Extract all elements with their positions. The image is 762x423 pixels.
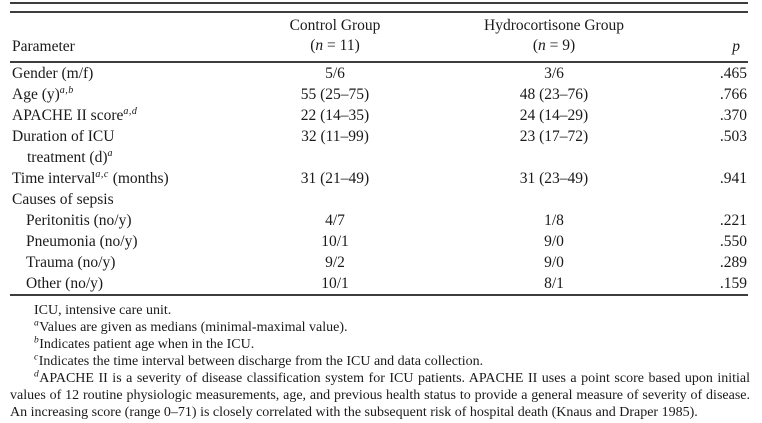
control-group-value-cell: 9/2 bbox=[325, 254, 345, 271]
table-header: Parameter Control Group (n = 11) Hydroco… bbox=[10, 13, 748, 63]
table-body: Gender (m/f) 5/6 3/6 .465 Age (y)a,b 55 … bbox=[10, 62, 748, 296]
control-group-value-cell: 4/7 bbox=[325, 212, 345, 229]
footnote-text: Indicates patient age when in the ICU. bbox=[39, 337, 255, 352]
footnote-marker: a bbox=[34, 318, 40, 329]
table-row: Duration of ICU treatment (d)a 32 (11–99)… bbox=[10, 126, 748, 168]
table-row: Age (y)a,b 55 (25–75) 48 (23–76) .766 bbox=[10, 84, 748, 105]
table-row: Time intervala,c (months) 31 (21–49) 31 … bbox=[10, 168, 748, 189]
parameter-cell: Gender (m/f) bbox=[12, 65, 94, 82]
p-value-cell: .766 bbox=[719, 86, 747, 103]
parameter-cell: APACHE II scorea,d bbox=[12, 105, 138, 124]
footnote-text: Indicates the time interval between disc… bbox=[38, 354, 484, 369]
hydrocortisone-group-value-cell: 9/0 bbox=[544, 254, 564, 271]
parameter-cell: Causes of sepsis bbox=[12, 191, 114, 208]
p-value-cell: .370 bbox=[719, 107, 747, 124]
abbreviation-note: ICU, intensive care unit. bbox=[34, 303, 172, 318]
p-value-cell: .465 bbox=[719, 65, 747, 82]
p-value-cell: .941 bbox=[719, 170, 747, 187]
hydrocortisone-group-value-cell: 3/6 bbox=[544, 65, 564, 82]
footnote: dAPACHE II is a severity of disease clas… bbox=[10, 370, 750, 421]
hydrocortisone-group-value-cell: 31 (23–49) bbox=[519, 170, 589, 187]
control-group-value-cell: 22 (14–35) bbox=[300, 107, 370, 124]
p-header-label: p bbox=[732, 38, 740, 55]
parameter-cell: Trauma (no/y) bbox=[26, 254, 116, 271]
parameter-second-line: treatment (d)a bbox=[27, 147, 113, 166]
footnote-marker: d bbox=[34, 369, 40, 380]
p-value-cell: .550 bbox=[719, 233, 747, 250]
p-value-cell: .503 bbox=[719, 128, 747, 145]
column-header-control-group: Control Group (n = 11) bbox=[230, 13, 440, 63]
table-row: Causes of sepsis bbox=[10, 189, 748, 210]
hydrocortisone-group-value-cell: 48 (23–76) bbox=[519, 86, 589, 103]
p-value-cell: .221 bbox=[719, 212, 747, 229]
table-row: Trauma (no/y) 9/2 9/0 .289 bbox=[10, 252, 748, 273]
header-row: Parameter Control Group (n = 11) Hydroco… bbox=[10, 13, 748, 63]
table-row: APACHE II scorea,d 22 (14–35) 24 (14–29)… bbox=[10, 105, 748, 126]
control-group-value-cell bbox=[230, 189, 440, 210]
control-group-value-cell: 5/6 bbox=[325, 65, 345, 82]
table-row: Pneumonia (no/y) 10/1 9/0 .550 bbox=[10, 231, 748, 252]
parameter-cell: Time intervala,c (months) bbox=[12, 168, 169, 187]
footnote-marker: c bbox=[34, 352, 39, 363]
parameter-cell: Age (y)a,b bbox=[12, 84, 74, 103]
p-value-cell: .289 bbox=[719, 254, 747, 271]
footnote-text: Values are given as medians (minimal-max… bbox=[39, 320, 348, 335]
hydrocortisone-group-value-cell: 1/8 bbox=[544, 212, 564, 229]
hydrocortisone-group-value-cell: 24 (14–29) bbox=[519, 107, 589, 124]
parameter-header-label: Parameter bbox=[12, 38, 75, 55]
hydrocortisone-group-value-cell: 9/0 bbox=[544, 233, 564, 250]
table-row: Other (no/y) 10/1 8/1 .159 bbox=[10, 273, 748, 296]
n-symbol: n bbox=[315, 37, 324, 54]
table-top-rule-inner bbox=[10, 11, 748, 13]
control-group-value-cell: 31 (21–49) bbox=[300, 170, 370, 187]
table-top-rule-outer bbox=[10, 2, 748, 4]
control-group-value-cell: 10/1 bbox=[321, 233, 349, 250]
parameter-cell: Pneumonia (no/y) bbox=[26, 233, 138, 250]
hydrocortisone-group-value-cell bbox=[440, 189, 668, 210]
control-group-value-cell: 55 (25–75) bbox=[300, 86, 370, 103]
column-header-parameter: Parameter bbox=[10, 13, 230, 63]
p-value-cell bbox=[668, 189, 748, 210]
n-symbol: n bbox=[538, 37, 546, 54]
top-rule-gap bbox=[10, 4, 748, 11]
control-group-title: Control Group bbox=[289, 17, 381, 34]
control-group-value-cell: 10/1 bbox=[230, 273, 440, 296]
p-value-cell: .159 bbox=[668, 273, 748, 296]
footnote-marker: b bbox=[34, 335, 40, 346]
table-row: Gender (m/f) 5/6 3/6 .465 bbox=[10, 62, 748, 84]
hydrocortisone-group-value-cell: 23 (17–72) bbox=[519, 128, 589, 145]
table-footnotes: ICU, intensive care unit. aValues are gi… bbox=[10, 302, 750, 421]
footnote: cIndicates the time interval between dis… bbox=[10, 353, 750, 370]
hydrocortisone-group-title: Hydrocortisone Group bbox=[484, 17, 624, 34]
control-group-n: (n = 11) bbox=[310, 37, 360, 54]
parameter-cell: Other (no/y) bbox=[10, 273, 230, 296]
table-row: Peritonitis (no/y) 4/7 1/8 .221 bbox=[10, 210, 748, 231]
column-header-p-value: p bbox=[668, 13, 748, 63]
footnote: aValues are given as medians (minimal-ma… bbox=[10, 319, 750, 336]
column-header-hydrocortisone-group: Hydrocortisone Group (n = 9) bbox=[440, 13, 668, 63]
parameter-cell: Peritonitis (no/y) bbox=[26, 212, 132, 229]
hydrocortisone-group-n: (n = 9) bbox=[532, 37, 576, 54]
footnote: bIndicates patient age when in the ICU. bbox=[10, 336, 750, 353]
patient-characteristics-table: Parameter Control Group (n = 11) Hydroco… bbox=[10, 13, 748, 296]
hydrocortisone-group-value-cell: 8/1 bbox=[440, 273, 668, 296]
control-group-value-cell: 32 (11–99) bbox=[301, 128, 369, 145]
parameter-cell: Duration of ICU treatment (d)a bbox=[10, 126, 230, 168]
footnote-text: APACHE II is a severity of disease class… bbox=[10, 371, 750, 420]
